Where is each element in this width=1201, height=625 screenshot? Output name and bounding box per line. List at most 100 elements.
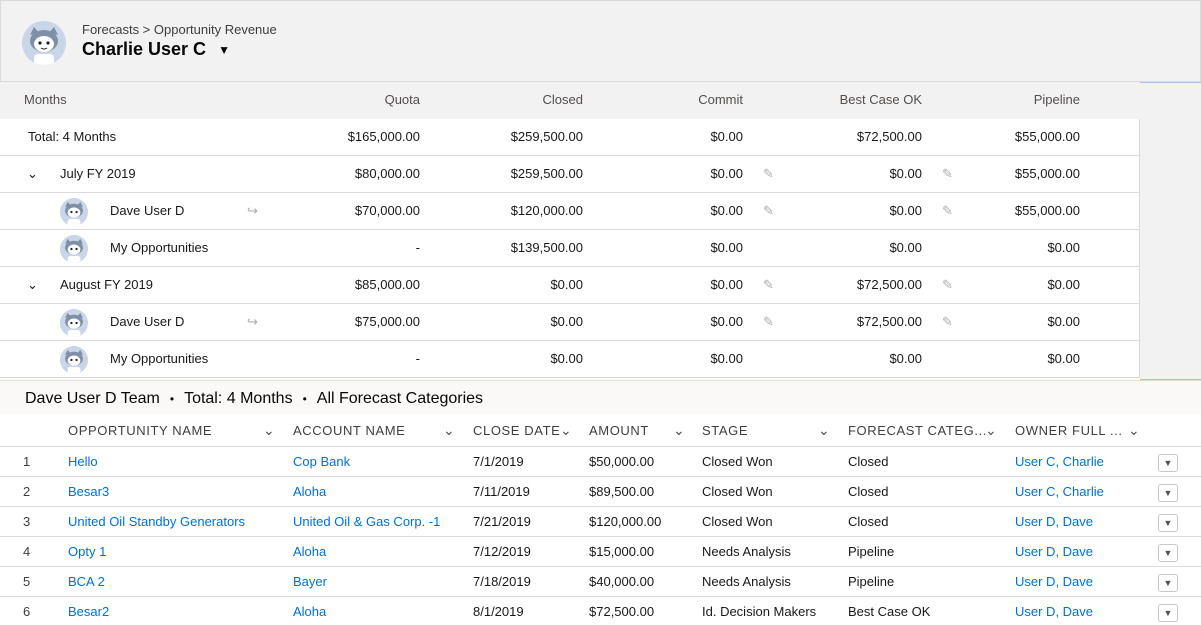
triangle-down-icon[interactable]: ▼ — [218, 42, 230, 57]
chevron-down-icon[interactable]: ⌄ — [1128, 422, 1141, 438]
quota-value: $85,000.00 — [354, 277, 420, 292]
opportunity-link[interactable]: Besar3 — [68, 484, 110, 499]
owner-link[interactable]: User D, Dave — [1015, 514, 1094, 529]
table-row: 5 BCA 2 Bayer 7/18/2019 $40,000.00 Needs… — [0, 567, 1201, 597]
pencil-icon[interactable]: ✎ — [763, 203, 774, 218]
user-row-my-opps-august[interactable]: My Opportunities - $0.00 $0.00 $0.00 $0.… — [0, 341, 1140, 378]
chevron-down-icon[interactable]: ⌄ — [263, 422, 276, 438]
account-link[interactable]: Aloha — [293, 484, 327, 499]
row-actions-dropdown-icon[interactable]: ▼ — [1158, 604, 1178, 622]
close-date: 7/1/2019 — [473, 454, 524, 469]
total-label: Total: 4 Months — [28, 129, 117, 144]
pencil-icon[interactable]: ✎ — [942, 166, 953, 181]
forecast-category: Pipeline — [848, 544, 895, 559]
pencil-icon[interactable]: ✎ — [763, 277, 774, 292]
row-actions-dropdown-icon[interactable]: ▼ — [1158, 484, 1178, 502]
breadcrumb[interactable]: Forecasts > Opportunity Revenue — [82, 22, 277, 37]
owner-link[interactable]: User C, Charlie — [1015, 454, 1104, 469]
chevron-down-icon[interactable]: ⌄ — [985, 422, 998, 438]
stage: Closed Won — [702, 454, 773, 469]
total-closed: $259,500.00 — [510, 129, 583, 144]
opportunity-link[interactable]: Opty 1 — [68, 544, 107, 559]
pipeline-value: $0.00 — [1047, 277, 1080, 292]
quota-value: - — [415, 240, 420, 255]
amount: $15,000.00 — [589, 544, 655, 559]
row-actions-dropdown-icon[interactable]: ▼ — [1158, 514, 1178, 532]
table-header: Opportunity Name ⌄ Account Name ⌄ Close … — [0, 414, 1201, 447]
chevron-down-icon[interactable]: ⌄ — [443, 422, 456, 438]
user-label: My Opportunities — [110, 240, 209, 255]
separator: • — [302, 392, 307, 406]
pencil-icon[interactable]: ✎ — [942, 277, 953, 292]
opportunity-link[interactable]: Hello — [68, 454, 98, 469]
row-number: 2 — [23, 484, 31, 499]
col-account-name[interactable]: Account Name — [293, 423, 406, 438]
pencil-icon[interactable]: ✎ — [942, 203, 953, 218]
forecast-summary-table: Months Quota Closed Commit Best Case OK … — [0, 82, 1140, 378]
category-label: All Forecast Categories — [316, 390, 484, 407]
user-name: Charlie User C — [82, 39, 207, 59]
month-row-july[interactable]: ⌄ July FY 2019 $80,000.00 $259,500.00 $0… — [0, 156, 1140, 193]
chevron-down-icon[interactable]: ⌄ — [673, 422, 686, 438]
opportunity-link[interactable]: Besar2 — [68, 604, 110, 619]
row-number: 5 — [23, 574, 31, 589]
separator: • — [169, 392, 175, 406]
best-value: $72,500.00 — [856, 277, 922, 292]
best-value: $0.00 — [889, 240, 922, 255]
owner-link[interactable]: User D, Dave — [1015, 574, 1094, 589]
row-actions-dropdown-icon[interactable]: ▼ — [1158, 574, 1178, 592]
chevron-down-icon[interactable]: ⌄ — [27, 277, 38, 292]
stage: Id. Decision Makers — [702, 604, 817, 619]
col-months: Months — [24, 92, 67, 107]
col-close-date[interactable]: Close Date — [473, 423, 561, 438]
astro-avatar-icon — [22, 21, 66, 65]
col-owner-full-name[interactable]: Owner Full ... — [1015, 423, 1123, 438]
total-best: $72,500.00 — [856, 129, 922, 144]
user-row-my-opps-july[interactable]: My Opportunities - $139,500.00 $0.00 $0.… — [0, 230, 1140, 267]
table-row: 2 Besar3 Aloha 7/11/2019 $89,500.00 Clos… — [0, 477, 1201, 507]
pencil-icon[interactable]: ✎ — [763, 166, 774, 181]
pencil-icon[interactable]: ✎ — [763, 314, 774, 329]
quota-value: $70,000.00 — [354, 203, 420, 218]
row-actions-dropdown-icon[interactable]: ▼ — [1158, 544, 1178, 562]
table-row: 4 Opty 1 Aloha 7/12/2019 $15,000.00 Need… — [0, 537, 1201, 567]
opportunity-link[interactable]: BCA 2 — [68, 574, 105, 589]
account-link[interactable]: Aloha — [293, 604, 327, 619]
total-pipeline: $55,000.00 — [1014, 129, 1080, 144]
pipeline-value: $55,000.00 — [1014, 166, 1080, 181]
col-amount[interactable]: Amount — [589, 423, 649, 438]
page-title[interactable]: Charlie User C ▼ — [82, 39, 230, 60]
col-opportunity-name[interactable]: Opportunity Name — [68, 423, 213, 438]
redirect-arrow-icon[interactable]: ↪ — [247, 314, 258, 329]
owner-link[interactable]: User D, Dave — [1015, 544, 1094, 559]
commit-value: $0.00 — [710, 314, 743, 329]
pipeline-value: $55,000.00 — [1014, 203, 1080, 218]
month-row-august[interactable]: ⌄ August FY 2019 $85,000.00 $0.00 $0.00 … — [0, 267, 1140, 304]
best-value: $0.00 — [889, 166, 922, 181]
account-link[interactable]: Cop Bank — [293, 454, 351, 469]
month-label: August FY 2019 — [60, 277, 153, 292]
stage: Closed Won — [702, 514, 773, 529]
commit-value: $0.00 — [710, 351, 743, 366]
account-link[interactable]: Bayer — [293, 574, 327, 589]
chevron-down-icon[interactable]: ⌄ — [818, 422, 831, 438]
pencil-icon[interactable]: ✎ — [942, 314, 953, 329]
row-number: 4 — [23, 544, 31, 559]
col-stage[interactable]: Stage — [702, 423, 749, 438]
col-forecast-category[interactable]: Forecast Categ... — [848, 423, 988, 438]
close-date: 8/1/2019 — [473, 604, 524, 619]
owner-link[interactable]: User D, Dave — [1015, 604, 1094, 619]
redirect-arrow-icon[interactable]: ↪ — [247, 203, 258, 218]
user-avatar — [22, 21, 66, 65]
row-actions-dropdown-icon[interactable]: ▼ — [1158, 454, 1178, 472]
chevron-down-icon[interactable]: ⌄ — [27, 166, 38, 181]
owner-link[interactable]: User C, Charlie — [1015, 484, 1104, 499]
account-link[interactable]: Aloha — [293, 544, 327, 559]
user-row-dave-july[interactable]: Dave User D ↪ $70,000.00 $120,000.00 $0.… — [0, 193, 1140, 230]
closed-value: $139,500.00 — [510, 240, 583, 255]
quota-value: $75,000.00 — [354, 314, 420, 329]
chevron-down-icon[interactable]: ⌄ — [560, 422, 573, 438]
account-link[interactable]: United Oil & Gas Corp. -1 — [293, 514, 441, 529]
opportunity-link[interactable]: United Oil Standby Generators — [68, 514, 246, 529]
user-row-dave-august[interactable]: Dave User D ↪ $75,000.00 $0.00 $0.00 ✎ $… — [0, 304, 1140, 341]
